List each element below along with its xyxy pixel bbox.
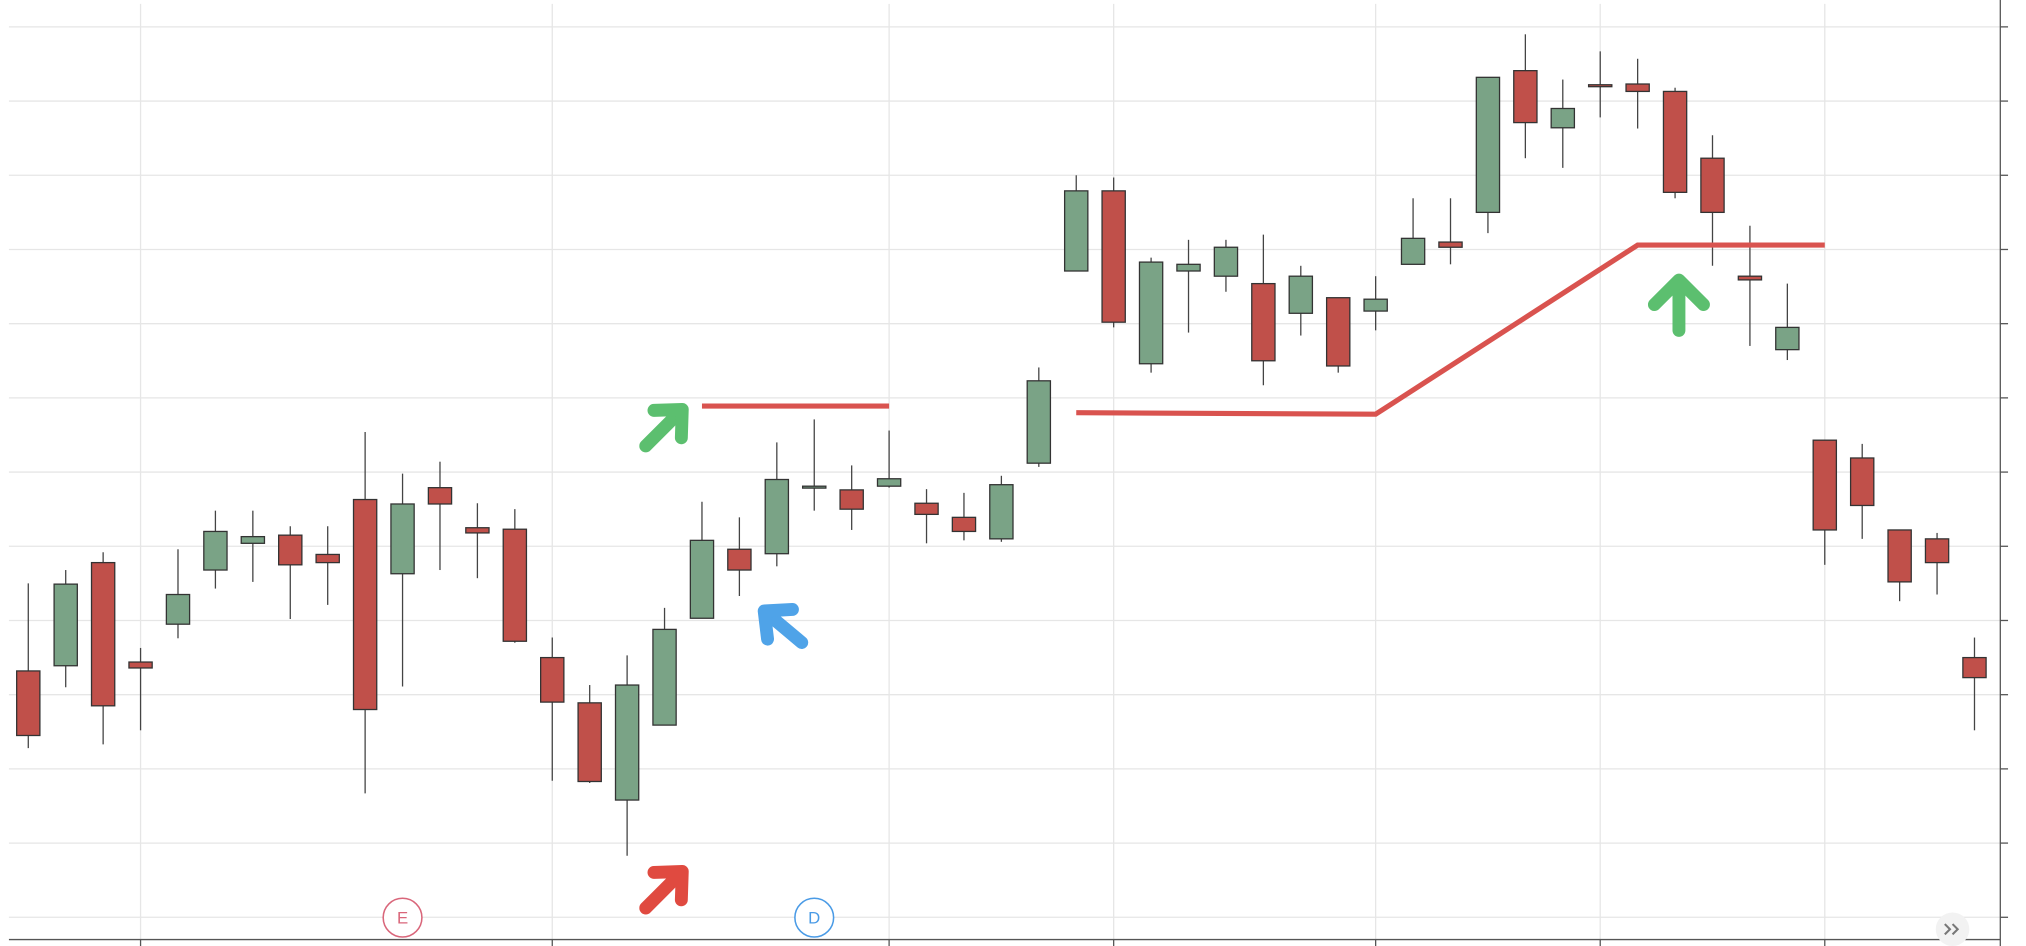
candle-body [614,684,640,801]
candle-body [240,535,266,544]
candle-body [53,583,78,667]
candle-body [1138,261,1164,365]
candle-body [1363,298,1388,312]
candle-body [689,539,715,619]
event-label: D [808,908,820,927]
scroll-icon [1944,923,1952,936]
candle-body [577,702,602,783]
candle-body [465,527,490,534]
candle-body [1026,380,1052,464]
candle-body [1662,90,1688,193]
candle-body [16,670,41,737]
candle-body [1849,457,1875,507]
candle-body [727,548,752,571]
grid [8,3,2009,946]
candle-body [989,484,1014,540]
event-label: E [397,908,408,927]
candle-body [1288,275,1314,314]
trend-line [1076,242,1825,417]
candle-body [502,528,528,642]
candle-body [1587,84,1613,88]
arrow [1647,273,1710,337]
candle-body [876,478,902,487]
candle-body [1513,70,1538,124]
candle-body [1101,190,1126,323]
candle-body [652,628,677,726]
candle-body [1325,297,1351,367]
candle-body [1887,529,1912,583]
candle-body [165,593,191,625]
candle-body [1400,237,1426,265]
arrow [639,403,689,453]
candle-body [764,478,790,555]
arrow [757,602,809,649]
candle-body [1737,275,1763,281]
candle-body [203,530,228,571]
candle-body [540,656,565,703]
candle-body [1700,157,1725,214]
candle-body [1063,190,1089,272]
candle-body [1962,656,1987,679]
candle-body [1924,538,1950,564]
event-marker [794,897,835,938]
candle-body [1625,83,1650,93]
candle-body [315,553,340,564]
candle-body [352,498,378,711]
candle-body [1812,439,1838,531]
candle-body [390,503,415,575]
candle-body [128,661,153,669]
candle-body [1438,241,1463,248]
candle-body [914,502,939,516]
candle-body [427,487,453,505]
candle-body [1475,76,1501,214]
candle-body [1176,263,1201,272]
candle-body [90,561,116,707]
scroll-icon [1951,923,1960,936]
arrow [639,865,689,915]
candle-body [278,534,303,566]
candle-body [801,485,827,489]
candle-body [1775,326,1800,351]
event-marker [382,897,423,938]
candle-body [839,489,864,510]
candle-body [951,516,977,533]
scroll-button[interactable] [1935,912,1970,946]
candle-body [1251,282,1276,362]
candle-body [1550,107,1576,129]
candle-body [1213,246,1239,277]
scroll-button-bg[interactable] [1935,912,1970,946]
